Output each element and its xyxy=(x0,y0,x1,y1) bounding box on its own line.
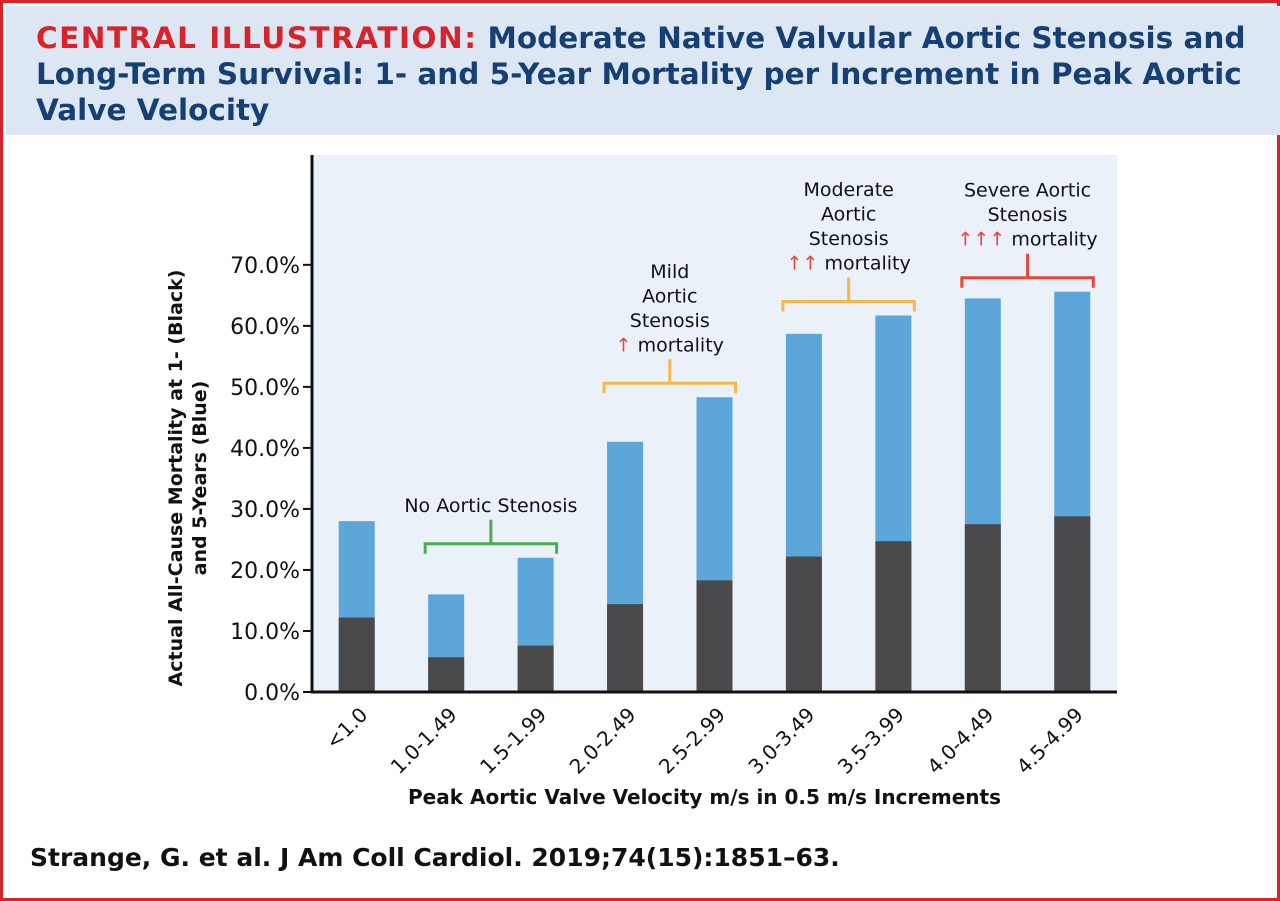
y-tick-label: 50.0% xyxy=(230,376,300,401)
y-tick-label: 30.0% xyxy=(230,498,300,523)
header-banner: CENTRAL ILLUSTRATION: Moderate Native Val… xyxy=(6,6,1280,135)
x-tick-label: 4.5-4.99 xyxy=(1012,703,1088,779)
x-tick-label: 4.0-4.49 xyxy=(922,703,998,779)
severe-mortality-label: ↑↑↑ mortality xyxy=(958,229,1098,251)
y-tick-label: 70.0% xyxy=(230,254,300,279)
bar-1-year xyxy=(964,524,1001,692)
no_as-label: No Aortic Stenosis xyxy=(404,495,577,517)
severe-label: Stenosis xyxy=(988,204,1068,226)
up-arrow-icon: ↑ xyxy=(616,334,638,356)
bar-1-year xyxy=(607,604,644,692)
mild-bracket xyxy=(602,359,737,394)
moderate-label: Moderate xyxy=(803,179,893,201)
y-axis-title-line: and 5-Years (Blue) xyxy=(189,381,211,576)
x-tick-label: 2.5-2.99 xyxy=(654,703,730,779)
mild-label: Aortic xyxy=(642,285,697,307)
moderate-bracket xyxy=(781,277,916,312)
mild-label: Stenosis xyxy=(630,310,710,332)
x-tick-label: 1.5-1.99 xyxy=(475,703,551,779)
y-tick-label: 10.0% xyxy=(230,620,300,645)
severe-bracket xyxy=(960,253,1095,288)
severe-label: Severe Aortic xyxy=(964,180,1091,202)
y-tick-label: 60.0% xyxy=(230,315,300,340)
x-axis-title: Peak Aortic Valve Velocity m/s in 0.5 m/… xyxy=(408,785,1001,809)
mild-label: Mild xyxy=(650,261,689,283)
y-tick-label: 0.0% xyxy=(244,681,300,706)
x-tick-label: 3.0-3.49 xyxy=(743,703,819,779)
bar-1-year xyxy=(875,541,912,692)
bar-1-year xyxy=(517,645,554,692)
moderate-mortality-label: ↑↑ mortality xyxy=(787,252,911,274)
title-text: Moderate Native Valvular Aortic Stenosis… xyxy=(36,21,1246,127)
x-tick-label: 2.0-2.49 xyxy=(565,703,641,779)
moderate-label: Stenosis xyxy=(809,228,889,250)
up-arrow-icon: ↑↑↑ xyxy=(958,229,1012,251)
bar-1-year xyxy=(696,580,733,692)
y-axis-title: Actual All-Cause Mortality at 1- (Black)… xyxy=(165,270,211,687)
x-tick-label: 3.5-3.99 xyxy=(833,703,909,779)
y-tick-label: 40.0% xyxy=(230,437,300,462)
moderate-label: Aortic xyxy=(821,203,876,225)
mortality-text: mortality xyxy=(638,334,724,356)
bar-1-year xyxy=(428,657,465,692)
citation: Strange, G. et al. J Am Coll Cardiol. 20… xyxy=(30,843,840,872)
mild-mortality-label: ↑ mortality xyxy=(616,334,724,356)
bar-1-year xyxy=(1054,516,1091,692)
bar-1-year xyxy=(785,556,822,692)
mortality-text: mortality xyxy=(824,252,910,274)
up-arrow-icon: ↑↑ xyxy=(787,252,825,274)
y-axis-title-line: Actual All-Cause Mortality at 1- (Black) xyxy=(165,270,187,687)
no_as-bracket xyxy=(423,519,559,554)
x-tick-label: 1.0-1.49 xyxy=(386,703,462,779)
mortality-text: mortality xyxy=(1011,229,1097,251)
bar-1-year xyxy=(338,617,375,692)
figure-title: CENTRAL ILLUSTRATION: Moderate Native Val… xyxy=(36,20,1246,128)
y-tick-label: 20.0% xyxy=(230,559,300,584)
central-illustration-label: CENTRAL ILLUSTRATION: xyxy=(36,21,478,55)
bars xyxy=(338,291,1091,692)
x-tick-label: <1.0 xyxy=(321,703,372,754)
